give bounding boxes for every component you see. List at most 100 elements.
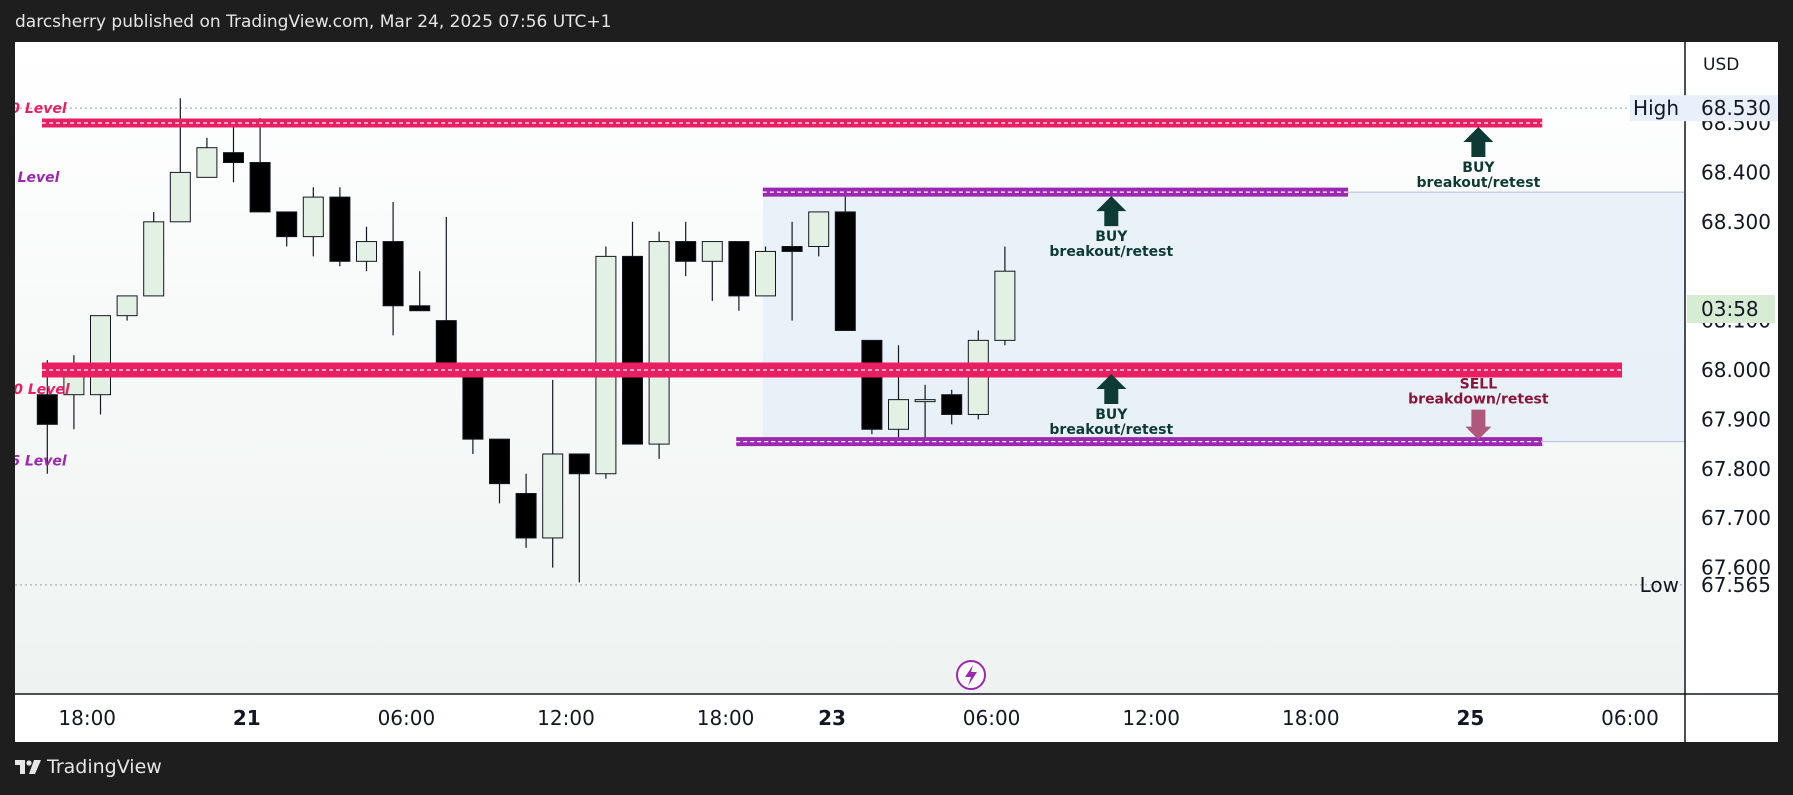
candle-body-34 [941, 394, 963, 415]
annotation-line2-1: breakout/retest [1049, 244, 1173, 260]
price-tick-2: 68.300 [1701, 210, 1771, 234]
candle-body-12 [356, 241, 377, 262]
high-low-guides [15, 107, 1685, 586]
time-tick-8: 18:00 [1282, 706, 1340, 730]
level-label-3: $67.86 Level [15, 454, 67, 470]
level-1: $68.36 Level [15, 170, 1349, 197]
arrow-up-icon [1096, 374, 1127, 404]
level-0: $68.50 Level [15, 101, 1543, 128]
price-tick-4: 68.000 [1701, 358, 1771, 382]
annotations-layer: BUYbreakout/retestBUYbreakout/retestBUYb… [1049, 127, 1549, 440]
countdown-badge [1687, 295, 1775, 323]
candle-34 [941, 389, 963, 425]
countdown-label: 03:58 [1701, 297, 1759, 321]
annotation-line1-1: BUY [1095, 229, 1128, 245]
candle-body-9 [276, 211, 298, 238]
tradingview-icon [15, 760, 41, 774]
candle-body-25 [701, 241, 723, 262]
candle-body-22 [622, 255, 643, 445]
candle-10 [302, 187, 324, 257]
candle-23 [648, 231, 670, 459]
candle-body-11 [329, 196, 351, 262]
time-tick-10: 06:00 [1601, 706, 1659, 730]
candle-body-4 [143, 221, 165, 297]
candle-body-29 [808, 211, 830, 247]
candle-14 [409, 271, 431, 312]
candle-29 [808, 211, 830, 257]
currency-label[interactable]: USD [1703, 55, 1739, 75]
candle-body-5 [169, 171, 191, 223]
candle-body-26 [728, 241, 750, 297]
candle-11 [329, 187, 351, 267]
candle-body-28 [781, 246, 803, 252]
time-tick-1: 21 [233, 706, 261, 730]
publish-header: darcsherry published on TradingView.com,… [15, 12, 612, 32]
candle-33 [914, 384, 936, 440]
levels-layer: $68.50 Level $68.36 Level $68.00 Level $67.… [15, 101, 1623, 470]
candle-36 [994, 246, 1016, 346]
candle-body-20 [568, 453, 590, 475]
price-tick-1: 68.400 [1701, 160, 1771, 184]
annotation-line1-3: SELL [1460, 377, 1498, 393]
candle-24 [675, 221, 697, 277]
low-value: 67.565 [1701, 573, 1771, 597]
candle-body-16 [462, 369, 484, 440]
time-axis[interactable]: 18:00 21 06:00 12:00 18:00 23 06:00 12:00 18:00 2… [58, 706, 1658, 730]
tradingview-brand: TradingView [47, 756, 162, 778]
level-3: $67.86 Level [15, 437, 1543, 470]
price-axis[interactable]: 68.50068.40068.30068.10068.00067.90067.8… [1630, 95, 1778, 597]
candle-body-10 [302, 196, 324, 238]
candle-body-32 [888, 399, 909, 430]
candle-18 [515, 473, 537, 548]
time-tick-2: 06:00 [378, 706, 436, 730]
price-tick-7: 67.700 [1701, 506, 1771, 530]
candle-body-19 [542, 453, 564, 539]
candle-body-33 [914, 399, 936, 403]
candle-30 [834, 192, 856, 331]
candle-body-8 [249, 162, 271, 213]
annotation-line1-0: BUY [1462, 160, 1495, 176]
candle-15 [435, 216, 457, 376]
candle-body-24 [675, 241, 697, 262]
time-tick-3: 12:00 [537, 706, 595, 730]
candle-31 [861, 339, 883, 435]
candle-body-0 [36, 394, 58, 425]
time-tick-7: 12:00 [1122, 706, 1180, 730]
candle-body-27 [755, 250, 776, 297]
candle-27 [755, 246, 776, 297]
candle-4 [143, 211, 165, 297]
chart-canvas[interactable]: $68.50 Level $68.36 Level $68.00 Level $67.… [15, 42, 1778, 742]
candle-0 [36, 360, 58, 474]
candle-9 [276, 211, 298, 247]
candle-body-7 [223, 152, 244, 164]
annotation-line2-3: breakdown/retest [1408, 392, 1549, 408]
annotation-line2-0: breakout/retest [1416, 175, 1540, 191]
arrow-down-icon [1465, 409, 1492, 440]
high-value: 68.530 [1701, 96, 1771, 120]
candle-32 [888, 345, 909, 440]
candle-22 [622, 221, 643, 445]
candle-26 [728, 241, 750, 311]
time-tick-9: 25 [1456, 706, 1484, 730]
price-tick-6: 67.800 [1701, 457, 1771, 481]
price-tick-5: 67.900 [1701, 407, 1771, 431]
level-label-1: $68.36 Level [15, 170, 60, 186]
annotation-line1-2: BUY [1095, 407, 1128, 423]
low-label: Low [1640, 573, 1679, 597]
arrow-up-icon [1096, 196, 1127, 227]
arrow-up-icon [1463, 127, 1494, 157]
candle-body-6 [196, 147, 218, 178]
time-tick-5: 23 [818, 706, 846, 730]
level-2: $68.00 Level [15, 362, 1623, 398]
candle-7 [223, 123, 244, 183]
candle-body-2 [90, 315, 111, 396]
candle-body-13 [382, 241, 404, 307]
time-tick-6: 06:00 [963, 706, 1021, 730]
candle-body-14 [409, 305, 431, 312]
candle-body-17 [489, 438, 510, 485]
lightning-icon[interactable] [956, 660, 986, 690]
level-label-2: $68.00 Level [15, 382, 70, 398]
